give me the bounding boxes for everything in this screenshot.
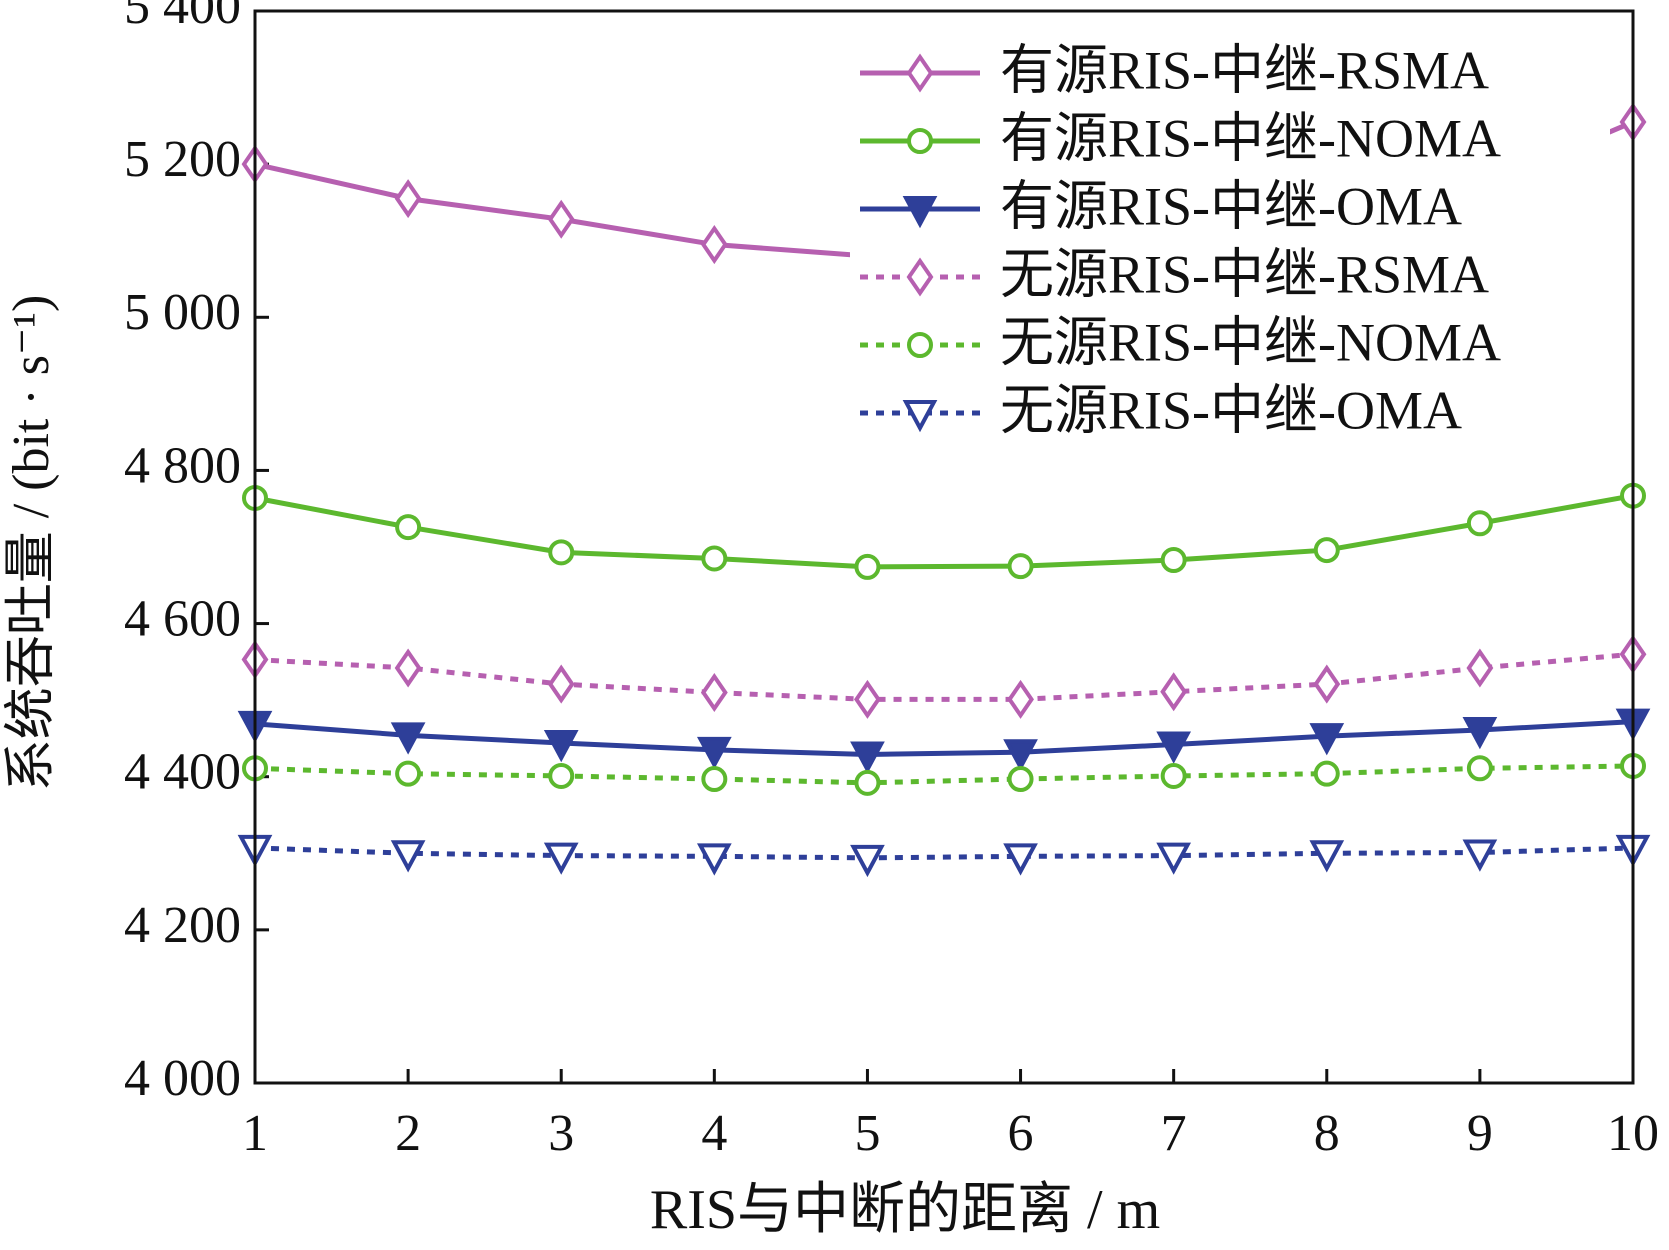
series-line xyxy=(254,845,1634,861)
data-point xyxy=(1466,510,1493,537)
data-point xyxy=(701,766,728,793)
data-point xyxy=(701,545,728,572)
data-point xyxy=(1156,842,1192,875)
data-point xyxy=(1007,553,1034,580)
data-point xyxy=(1313,664,1341,704)
data-point xyxy=(1462,717,1498,750)
data-point xyxy=(548,762,575,789)
data-point xyxy=(696,736,732,770)
data-point xyxy=(390,722,426,755)
x-tick-label: 9 xyxy=(1467,1105,1493,1162)
data-point xyxy=(547,664,575,704)
x-tick-label: 4 xyxy=(701,1105,727,1162)
legend-label: 有源RIS-中继-OMA xyxy=(1000,176,1462,236)
data-point xyxy=(700,672,728,713)
data-point xyxy=(854,553,881,580)
data-point xyxy=(696,843,732,876)
legend-marker xyxy=(906,53,934,93)
x-axis-label: RIS与中断的距离 / m xyxy=(650,1179,1160,1241)
data-point xyxy=(854,679,881,719)
y-tick-label: 4 800 xyxy=(124,437,241,494)
legend-box xyxy=(850,35,1610,448)
data-point xyxy=(1007,679,1034,719)
legend-label: 无源RIS-中继-OMA xyxy=(1000,380,1462,440)
data-point xyxy=(1160,762,1187,789)
x-tick-label: 1 xyxy=(242,1105,268,1162)
legend-label: 无源RIS-中继-NOMA xyxy=(1000,312,1501,372)
y-tick-label: 4 200 xyxy=(124,897,241,954)
y-axis-label: 系统吞吐量 / (bit · s⁻¹) xyxy=(3,295,60,792)
x-tick-label: 6 xyxy=(1008,1105,1034,1162)
data-point xyxy=(394,648,422,688)
data-point xyxy=(1313,760,1340,787)
legend-marker xyxy=(902,196,938,229)
data-point xyxy=(850,844,885,878)
y-tick-label: 5 400 xyxy=(124,0,241,35)
legend-marker xyxy=(907,332,933,358)
x-tick-label: 3 xyxy=(548,1105,574,1162)
series-line xyxy=(254,651,1634,702)
data-point xyxy=(850,741,885,774)
legend-label: 无源RIS-中继-RSMA xyxy=(1000,244,1489,304)
data-point xyxy=(1466,755,1493,782)
data-point xyxy=(395,514,422,541)
x-tick-label: 2 xyxy=(395,1105,421,1162)
legend-label: 有源RIS-中继-RSMA xyxy=(1000,40,1489,100)
data-point xyxy=(543,730,579,763)
series-line xyxy=(254,763,1634,786)
y-tick-label: 5 200 xyxy=(124,131,241,188)
data-point xyxy=(1160,547,1187,574)
data-point xyxy=(1313,537,1340,564)
data-point xyxy=(854,769,881,796)
data-point xyxy=(1466,648,1494,688)
plot-frame xyxy=(253,9,1635,1085)
data-point xyxy=(548,539,575,566)
data-point xyxy=(395,760,422,787)
data-point xyxy=(390,840,426,873)
data-point xyxy=(1003,843,1038,876)
legend-marker xyxy=(906,257,934,297)
series-line xyxy=(254,493,1634,570)
x-tick-label: 5 xyxy=(854,1105,880,1162)
y-tick-label: 4 400 xyxy=(124,744,241,801)
data-point xyxy=(1462,839,1498,872)
data-point xyxy=(1160,672,1188,712)
series-line xyxy=(254,719,1634,758)
legend-marker xyxy=(902,400,938,433)
x-tick-label: 7 xyxy=(1161,1105,1187,1162)
data-point xyxy=(1309,723,1345,756)
x-tick-label: 10 xyxy=(1607,1105,1659,1162)
y-tick-label: 5 000 xyxy=(124,284,241,341)
data-point xyxy=(700,225,728,265)
data-point xyxy=(547,199,575,239)
legend-marker xyxy=(907,128,933,154)
x-tick-label: 8 xyxy=(1314,1105,1340,1162)
data-point xyxy=(1309,840,1345,873)
data-point xyxy=(1003,739,1038,772)
legend-label: 有源RIS-中继-NOMA xyxy=(1000,108,1501,168)
y-tick-label: 4 600 xyxy=(124,591,241,648)
data-point xyxy=(543,842,579,875)
data-point xyxy=(1007,766,1034,793)
data-point xyxy=(1156,731,1192,764)
y-tick-label: 4 000 xyxy=(124,1050,241,1107)
data-point xyxy=(394,179,422,219)
